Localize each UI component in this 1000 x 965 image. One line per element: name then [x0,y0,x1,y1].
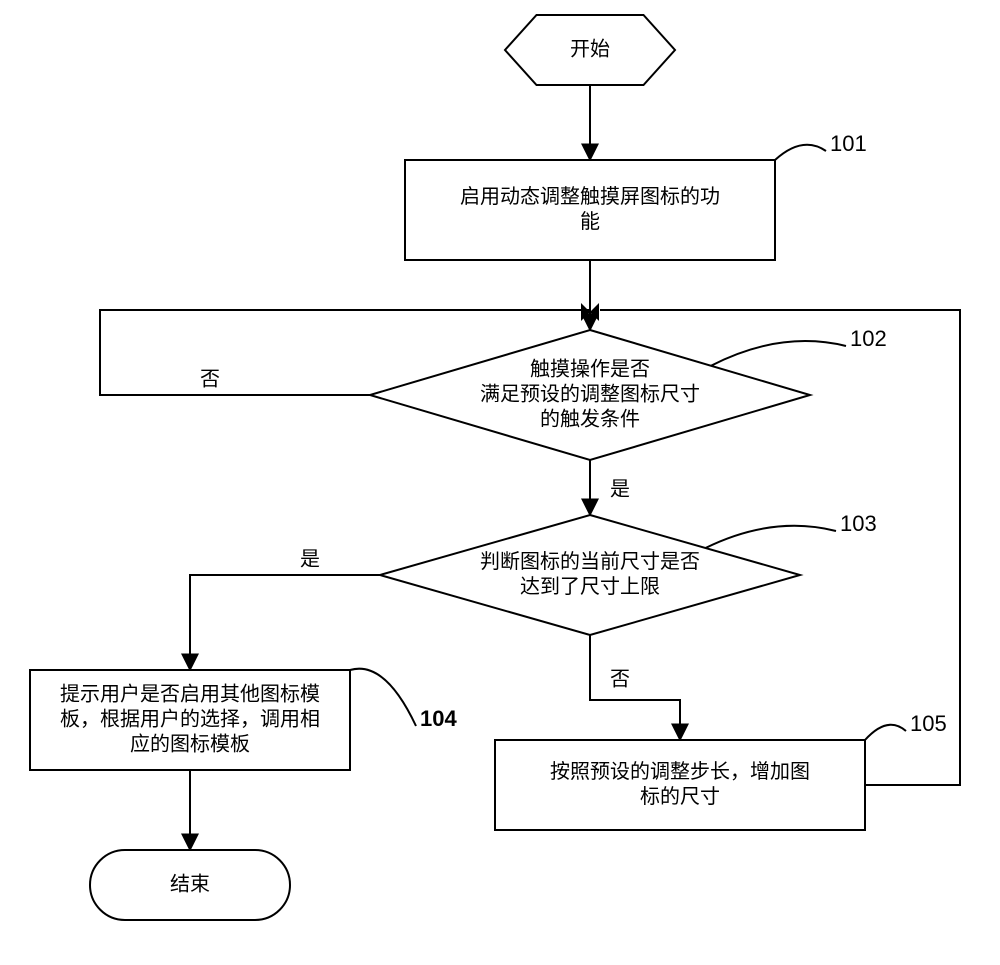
node-n102: 触摸操作是否满足预设的调整图标尺寸的触发条件 [370,330,810,460]
leader-104 [350,669,416,726]
node-n103: 判断图标的当前尺寸是否达到了尺寸上限 [380,515,800,635]
node-n105-line-0: 按照预设的调整步长，增加图 [550,760,810,783]
leader-103 [706,526,837,548]
nodes-layer: 开始启用动态调整触摸屏图标的功能触摸操作是否满足预设的调整图标尺寸的触发条件判断… [30,15,865,920]
node-n104-line-1: 板，根据用户的选择，调用相 [60,707,320,730]
node-n103-line-0: 判断图标的当前尺寸是否 [480,550,700,573]
node-n101-line-0: 启用动态调整触摸屏图标的功 [460,185,720,208]
step-label-104: 104 [420,706,457,731]
step-label-103: 103 [840,511,877,536]
node-n102-line-2: 的触发条件 [540,407,640,430]
leader-102 [711,341,846,366]
node-n104: 提示用户是否启用其他图标模板，根据用户的选择，调用相应的图标模板 [30,670,350,770]
edge-label-5: 否 [610,668,630,690]
node-n102-line-1: 满足预设的调整图标尺寸 [480,382,700,405]
node-n103-line-1: 达到了尺寸上限 [520,575,660,598]
edge-4 [190,575,380,670]
node-start-line-0: 开始 [570,37,610,60]
node-n102-line-0: 触摸操作是否 [530,357,650,380]
step-label-105: 105 [910,711,947,736]
node-end: 结束 [90,850,290,920]
node-n104-line-0: 提示用户是否启用其他图标模 [60,682,320,705]
edge-label-4: 是 [300,548,320,570]
leader-105 [865,725,906,740]
node-n105: 按照预设的调整步长，增加图标的尺寸 [495,740,865,830]
node-n101-line-1: 能 [580,210,600,233]
step-label-102: 102 [850,326,887,351]
node-n104-line-2: 应的图标模板 [130,732,250,755]
node-start: 开始 [505,15,675,85]
step-label-101: 101 [830,131,867,156]
node-n105-line-1: 标的尺寸 [640,785,720,808]
junction-arrow-right [590,303,599,321]
leader-101 [775,145,826,160]
flowchart-canvas: 开始启用动态调整触摸屏图标的功能触摸操作是否满足预设的调整图标尺寸的触发条件判断… [0,0,1000,965]
edge-label-3: 否 [200,368,220,390]
edge-label-2: 是 [610,478,630,500]
edge-5 [590,635,680,740]
junction-arrow-left [581,303,590,321]
node-n101: 启用动态调整触摸屏图标的功能 [405,160,775,260]
node-end-line-0: 结束 [170,872,210,895]
